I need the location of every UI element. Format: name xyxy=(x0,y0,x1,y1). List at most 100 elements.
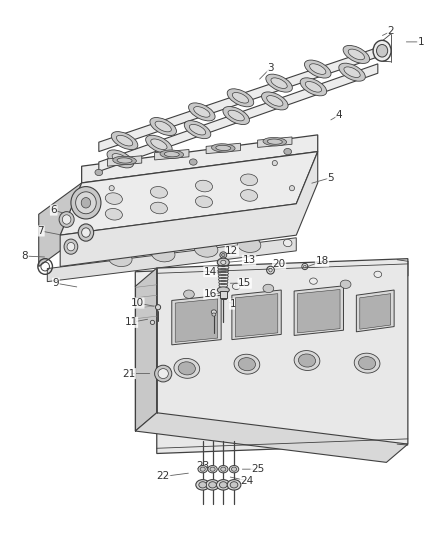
Ellipse shape xyxy=(231,467,237,471)
Ellipse shape xyxy=(184,120,211,139)
Ellipse shape xyxy=(194,241,218,257)
Ellipse shape xyxy=(158,369,168,378)
Polygon shape xyxy=(47,238,296,281)
Ellipse shape xyxy=(166,247,174,254)
Ellipse shape xyxy=(174,358,200,378)
Ellipse shape xyxy=(64,239,78,254)
Ellipse shape xyxy=(155,121,171,132)
Text: 22: 22 xyxy=(156,472,170,481)
Ellipse shape xyxy=(230,482,238,488)
Ellipse shape xyxy=(189,159,197,165)
Ellipse shape xyxy=(234,354,260,374)
Ellipse shape xyxy=(290,185,294,191)
Ellipse shape xyxy=(348,49,364,60)
Ellipse shape xyxy=(109,185,114,191)
Ellipse shape xyxy=(195,180,212,192)
Text: 16: 16 xyxy=(204,289,217,299)
Ellipse shape xyxy=(80,256,88,263)
Ellipse shape xyxy=(217,258,230,266)
Polygon shape xyxy=(206,143,240,154)
Ellipse shape xyxy=(117,158,132,163)
Ellipse shape xyxy=(195,196,212,207)
Ellipse shape xyxy=(155,365,172,382)
Ellipse shape xyxy=(113,156,136,165)
Ellipse shape xyxy=(123,252,131,259)
Ellipse shape xyxy=(208,465,217,473)
Polygon shape xyxy=(360,294,391,329)
Ellipse shape xyxy=(221,467,226,471)
Bar xyxy=(220,291,227,298)
Polygon shape xyxy=(258,137,292,148)
Text: 25: 25 xyxy=(251,464,264,474)
Ellipse shape xyxy=(76,192,96,214)
Ellipse shape xyxy=(267,139,283,144)
Text: 14: 14 xyxy=(204,266,217,277)
Ellipse shape xyxy=(112,154,128,164)
Ellipse shape xyxy=(305,82,321,92)
Ellipse shape xyxy=(198,465,208,473)
Ellipse shape xyxy=(359,357,376,370)
Ellipse shape xyxy=(146,135,172,154)
Ellipse shape xyxy=(267,95,283,106)
Ellipse shape xyxy=(189,103,215,121)
Ellipse shape xyxy=(216,480,230,490)
Text: 3: 3 xyxy=(267,63,274,73)
Ellipse shape xyxy=(272,160,277,166)
Ellipse shape xyxy=(206,480,219,490)
Text: 17: 17 xyxy=(230,299,243,309)
Ellipse shape xyxy=(208,242,217,249)
Ellipse shape xyxy=(107,150,134,168)
Ellipse shape xyxy=(219,482,227,488)
Ellipse shape xyxy=(240,190,258,201)
Ellipse shape xyxy=(237,237,261,253)
Ellipse shape xyxy=(343,45,370,63)
Ellipse shape xyxy=(228,110,244,121)
Ellipse shape xyxy=(222,254,225,256)
Ellipse shape xyxy=(105,193,122,204)
Polygon shape xyxy=(357,290,394,332)
Ellipse shape xyxy=(354,353,380,373)
Text: 20: 20 xyxy=(272,259,286,269)
Ellipse shape xyxy=(155,305,161,310)
Ellipse shape xyxy=(212,144,235,152)
Polygon shape xyxy=(235,294,278,337)
Ellipse shape xyxy=(109,251,132,266)
Ellipse shape xyxy=(81,198,91,208)
Polygon shape xyxy=(39,183,81,266)
Polygon shape xyxy=(135,413,408,463)
Ellipse shape xyxy=(211,310,216,314)
Ellipse shape xyxy=(189,124,206,135)
Ellipse shape xyxy=(232,92,249,103)
Ellipse shape xyxy=(71,187,101,219)
Ellipse shape xyxy=(150,187,167,198)
Text: 21: 21 xyxy=(122,369,135,378)
Ellipse shape xyxy=(263,284,274,293)
Text: 11: 11 xyxy=(124,317,138,327)
Ellipse shape xyxy=(269,268,272,272)
Ellipse shape xyxy=(184,290,194,298)
Polygon shape xyxy=(157,259,408,454)
Text: 13: 13 xyxy=(242,255,256,265)
Ellipse shape xyxy=(111,132,138,150)
Ellipse shape xyxy=(208,482,216,488)
Ellipse shape xyxy=(67,243,75,251)
Ellipse shape xyxy=(240,174,258,185)
Ellipse shape xyxy=(227,480,241,490)
Ellipse shape xyxy=(151,139,167,150)
Ellipse shape xyxy=(298,354,315,367)
Ellipse shape xyxy=(59,212,74,228)
Ellipse shape xyxy=(344,67,360,77)
Polygon shape xyxy=(99,64,378,172)
Ellipse shape xyxy=(95,169,102,175)
Ellipse shape xyxy=(152,246,175,262)
Text: 1: 1 xyxy=(417,37,424,47)
Ellipse shape xyxy=(251,237,260,245)
Polygon shape xyxy=(60,151,318,235)
Ellipse shape xyxy=(310,278,317,284)
Ellipse shape xyxy=(238,358,255,371)
Ellipse shape xyxy=(105,208,122,220)
Polygon shape xyxy=(107,156,142,166)
Ellipse shape xyxy=(150,320,155,325)
Polygon shape xyxy=(172,295,221,345)
Polygon shape xyxy=(232,290,281,340)
